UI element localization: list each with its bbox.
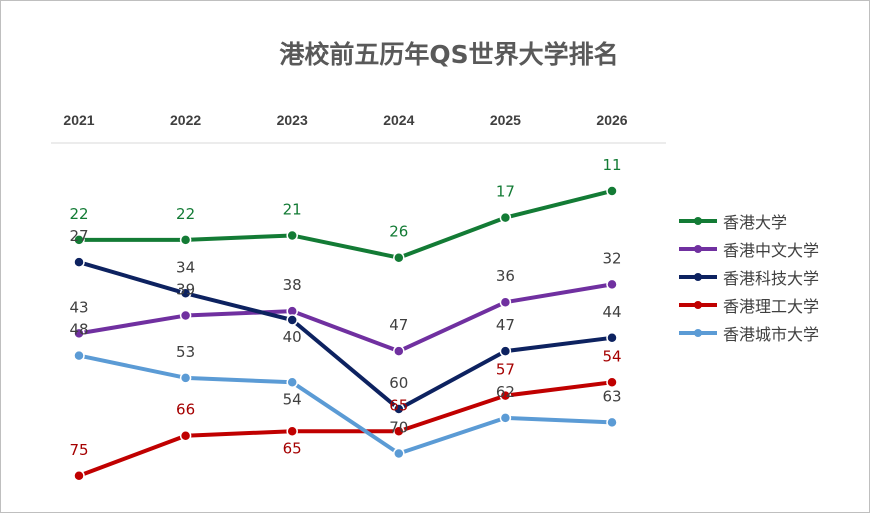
data-point <box>393 345 405 357</box>
series-line-0 <box>79 189 613 260</box>
legend-swatch <box>679 270 717 284</box>
legend-item: 香港理工大学 <box>679 291 819 319</box>
data-point <box>179 287 192 300</box>
data-label: 34 <box>176 258 195 276</box>
data-point <box>499 345 512 357</box>
data-label: 57 <box>496 361 515 379</box>
data-point <box>73 234 85 246</box>
data-point <box>73 349 85 362</box>
data-point <box>286 376 298 389</box>
data-point <box>606 416 618 429</box>
legend-label: 香港理工大学 <box>723 297 820 316</box>
x-tick-label: 2021 <box>63 112 94 128</box>
data-point <box>499 211 512 224</box>
data-point <box>286 229 298 242</box>
data-point <box>393 403 405 415</box>
data-label: 65 <box>389 396 408 414</box>
data-label: 32 <box>602 249 621 267</box>
data-label: 66 <box>176 401 195 419</box>
legend-item: 香港大学 <box>679 207 819 235</box>
legend-label: 香港科技大学 <box>723 269 820 288</box>
data-label: 22 <box>69 205 88 223</box>
series-line-1 <box>78 282 613 354</box>
data-label: 44 <box>602 303 621 321</box>
data-label: 54 <box>602 347 621 365</box>
x-tick-label: 2025 <box>490 112 521 128</box>
chart-title: 港校前五历年QS世界大学排名 <box>279 40 619 69</box>
legend-swatch <box>679 214 717 228</box>
data-label: 21 <box>283 200 302 218</box>
data-point <box>393 447 405 460</box>
data-label: 65 <box>283 439 302 457</box>
legend-label: 香港中文大学 <box>723 241 820 260</box>
data-point <box>606 332 618 344</box>
data-label: 60 <box>389 374 408 392</box>
x-tick-label: 2024 <box>383 112 414 128</box>
data-point <box>393 251 405 264</box>
series-line-2 <box>78 260 613 411</box>
data-label: 40 <box>283 328 302 346</box>
data-point <box>606 278 618 291</box>
legend: 香港大学香港中文大学 香港科技大学 香港理工大学 香港城市大学 <box>679 207 819 347</box>
data-point <box>73 470 85 482</box>
data-label: 26 <box>389 223 408 241</box>
x-tick-label: 2023 <box>277 112 308 128</box>
data-point <box>73 327 85 340</box>
data-label: 11 <box>602 156 621 174</box>
data-point <box>606 185 618 197</box>
legend-item: 香港科技大学 <box>679 263 819 291</box>
data-label: 70 <box>389 419 408 437</box>
data-label: 27 <box>69 227 88 245</box>
data-label: 22 <box>176 205 195 223</box>
legend-item: 香港中文大学 <box>679 235 819 263</box>
data-label: 48 <box>69 321 88 339</box>
data-point <box>73 256 85 268</box>
data-label: 63 <box>602 387 621 405</box>
data-label: 47 <box>496 316 515 334</box>
data-label: 47 <box>389 316 408 334</box>
data-label: 39 <box>176 281 195 299</box>
legend-swatch <box>679 326 717 340</box>
data-label: 54 <box>283 390 302 408</box>
data-label: 53 <box>176 343 195 361</box>
series-line-3 <box>78 380 613 478</box>
data-point <box>179 234 192 246</box>
data-point <box>179 372 192 384</box>
data-label: 75 <box>69 441 88 459</box>
legend-label: 香港城市大学 <box>723 325 820 344</box>
legend-swatch <box>679 298 717 312</box>
data-point <box>393 425 405 437</box>
data-point <box>179 429 192 442</box>
data-label: 38 <box>283 276 302 294</box>
data-point <box>606 376 618 389</box>
data-point <box>179 309 192 322</box>
data-point <box>499 412 512 424</box>
data-point <box>286 425 298 437</box>
data-point <box>499 389 512 402</box>
x-tick-label: 2022 <box>170 112 201 128</box>
legend-item: 香港城市大学 <box>679 319 819 347</box>
series-line-4 <box>78 353 613 456</box>
data-point <box>286 314 298 326</box>
x-tick-label: 2026 <box>596 112 627 128</box>
legend-swatch <box>679 242 717 256</box>
legend-label: 香港大学 <box>723 213 788 232</box>
data-label: 36 <box>496 267 515 285</box>
data-label: 43 <box>69 298 88 316</box>
data-label: 62 <box>496 383 515 401</box>
data-label: 17 <box>496 183 515 201</box>
data-point <box>499 296 512 308</box>
